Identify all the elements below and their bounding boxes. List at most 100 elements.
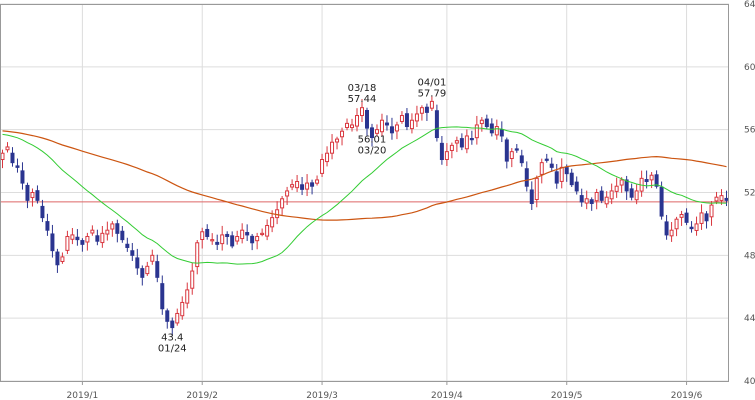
candle — [699, 204, 704, 230]
candle-body — [534, 177, 539, 200]
candle-body — [724, 197, 729, 201]
candle — [245, 224, 250, 242]
candle-body — [135, 257, 140, 269]
candle-body — [150, 254, 155, 262]
candle — [210, 233, 215, 245]
candle-body — [30, 192, 35, 199]
candle-body — [240, 229, 245, 240]
candle-body — [429, 100, 434, 109]
candle-body — [210, 239, 215, 242]
candle — [389, 117, 394, 140]
candle-body — [454, 140, 459, 144]
candle — [444, 143, 449, 167]
candle — [419, 105, 424, 121]
candle — [609, 183, 614, 205]
candle — [714, 191, 719, 205]
candle-body — [609, 190, 614, 200]
candle-body — [389, 126, 394, 134]
candle — [20, 162, 25, 190]
candle — [75, 229, 80, 246]
candle — [499, 121, 504, 143]
candle — [225, 231, 230, 245]
candle-body — [399, 115, 404, 122]
candle — [599, 186, 604, 204]
candle-body — [255, 235, 260, 242]
candle-body — [504, 139, 509, 162]
candle-body — [494, 126, 499, 136]
candle — [110, 221, 115, 237]
candle-body — [330, 141, 335, 154]
candle-body — [519, 155, 524, 164]
candle-body — [185, 289, 190, 304]
candle-body — [350, 124, 355, 129]
candle — [165, 308, 170, 329]
candle — [694, 216, 699, 236]
candle-body — [65, 235, 70, 251]
candle — [350, 118, 355, 132]
candle — [514, 144, 519, 153]
candle — [504, 137, 509, 169]
grid — [0, 3, 729, 382]
candle — [55, 248, 60, 273]
candle-body — [320, 159, 325, 174]
candle — [40, 199, 45, 223]
candle — [360, 99, 365, 123]
candle — [175, 308, 180, 326]
candle-body — [614, 185, 619, 192]
candle-body — [310, 182, 315, 187]
candle-body — [699, 212, 704, 224]
candle — [539, 158, 544, 184]
candle-body — [335, 138, 340, 143]
annotation-value: 56.01 — [358, 135, 387, 146]
candle — [384, 115, 389, 131]
candle-body — [100, 232, 105, 244]
candle — [230, 231, 235, 249]
candle — [100, 225, 105, 248]
candle — [295, 174, 300, 193]
moving-average-long-line — [2, 130, 727, 221]
candle-body — [45, 221, 50, 231]
candle — [524, 161, 529, 192]
candle — [704, 211, 709, 229]
candle-body — [270, 217, 275, 228]
candle-body — [629, 188, 634, 198]
candle-body — [394, 124, 399, 132]
candle-body — [195, 242, 200, 268]
candle — [549, 157, 554, 172]
candle-body — [140, 268, 145, 278]
candle-body — [345, 122, 350, 129]
candle-body — [419, 107, 424, 114]
candle-body — [225, 233, 230, 237]
moving-average-short-line — [2, 126, 727, 265]
candle — [15, 158, 20, 173]
y-tick-label: 56 — [744, 126, 755, 136]
candle-body — [564, 167, 569, 175]
candle — [684, 208, 689, 226]
candle — [634, 184, 639, 205]
candle — [10, 147, 15, 167]
candle — [449, 142, 454, 159]
candle-body — [20, 170, 25, 184]
candle — [335, 136, 340, 150]
candle — [394, 121, 399, 140]
y-tick-label: 64 — [744, 0, 755, 10]
candle — [355, 108, 360, 132]
candle-body — [599, 190, 604, 201]
candle-body — [165, 310, 170, 322]
candle-body — [664, 221, 669, 236]
candle-body — [554, 171, 559, 184]
candle — [0, 149, 5, 169]
candle — [439, 136, 444, 165]
candle — [434, 104, 439, 142]
candle — [30, 188, 35, 207]
candle-body — [155, 261, 160, 278]
candle — [604, 191, 609, 208]
candle-body — [369, 127, 374, 139]
candle-body — [80, 240, 85, 245]
candle — [285, 186, 290, 205]
annotation-date: 01/24 — [158, 344, 187, 355]
candle — [95, 229, 100, 246]
candle-body — [669, 229, 674, 237]
candle — [614, 177, 619, 198]
candle — [579, 188, 584, 207]
